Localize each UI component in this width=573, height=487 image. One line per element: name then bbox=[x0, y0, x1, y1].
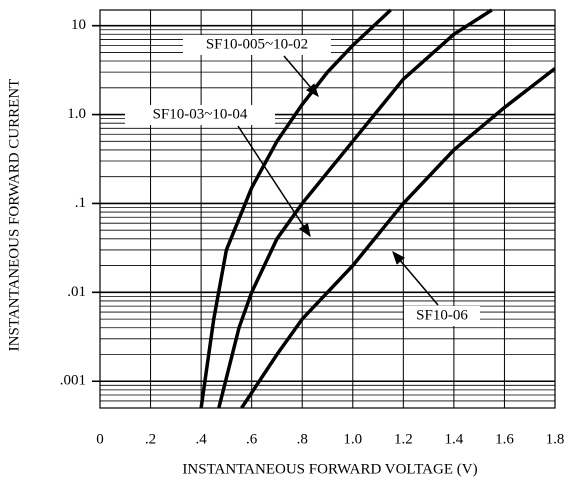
y-tick-label: .001 bbox=[60, 373, 86, 389]
x-tick-label: 1.8 bbox=[546, 431, 565, 447]
annotation-label: SF10-005~10-02 bbox=[206, 36, 308, 52]
y-tick-label: .01 bbox=[67, 284, 86, 300]
x-tick-label: 1.0 bbox=[343, 431, 362, 447]
annotation-box bbox=[404, 306, 480, 326]
curve bbox=[217, 8, 493, 408]
annotation-label: SF10-03~10-04 bbox=[153, 106, 248, 122]
x-tick-label: .6 bbox=[246, 431, 258, 447]
annotation-arrow bbox=[392, 250, 439, 306]
x-tick-label: .4 bbox=[195, 431, 207, 447]
x-tick-label: 1.6 bbox=[495, 431, 514, 447]
x-tick-label: 1.2 bbox=[394, 431, 413, 447]
annotation-box bbox=[125, 105, 275, 125]
annotation-arrow bbox=[237, 125, 311, 238]
x-tick-label: 1.4 bbox=[445, 431, 464, 447]
y-tick-label: .1 bbox=[75, 195, 86, 211]
curve bbox=[240, 67, 555, 408]
annotation-label: SF10-06 bbox=[416, 307, 468, 323]
annotation-box bbox=[183, 35, 331, 55]
curve bbox=[199, 8, 392, 408]
y-tick-label: 10 bbox=[71, 17, 86, 33]
y-axis-title: INSTANTANEOUS FORWARD CURRENT bbox=[6, 79, 22, 352]
x-tick-label: .8 bbox=[297, 431, 308, 447]
y-tick-label: 1.0 bbox=[67, 106, 86, 122]
x-tick-label: 0 bbox=[96, 431, 104, 447]
x-axis-title: INSTANTANEOUS FORWARD VOLTAGE (V) bbox=[182, 461, 477, 477]
x-tick-label: .2 bbox=[145, 431, 156, 447]
plot-frame bbox=[99, 9, 556, 409]
annotation-arrow bbox=[283, 55, 319, 98]
